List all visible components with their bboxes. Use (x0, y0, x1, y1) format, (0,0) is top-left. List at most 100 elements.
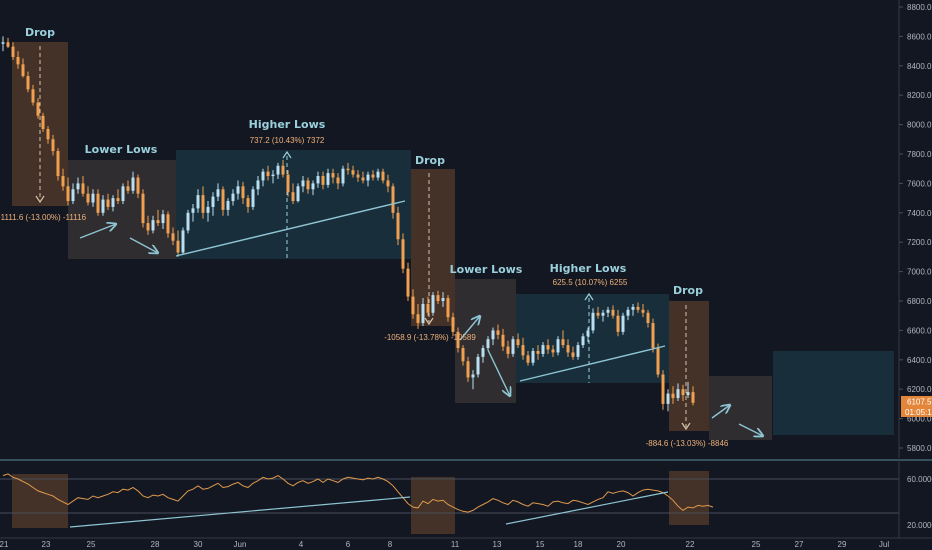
candle-body (626, 309, 630, 316)
candle (446, 295, 450, 322)
candle (506, 340, 510, 359)
candle (56, 148, 60, 181)
candle-body (206, 206, 210, 213)
rsi-trendline-1 (69, 496, 411, 528)
candle-body (61, 176, 65, 187)
candle-body (646, 312, 650, 324)
candle-body (386, 180, 390, 187)
price-axis-ticks: 8800.0 8600.0 8400.0 8200.0 8000.0 7800.0 7600… (899, 3, 932, 453)
candle-body (286, 174, 290, 193)
candle (181, 227, 185, 254)
candle-body (191, 208, 195, 213)
candle (191, 203, 195, 222)
candle (456, 327, 460, 353)
price-tick-label: 8200.0 (907, 91, 932, 100)
candle-body (391, 186, 395, 213)
price-axis[interactable]: 8800.0 8600.0 8400.0 8200.0 8000.0 7800.0 7600… (898, 0, 932, 458)
annotation-boxes (12, 42, 894, 440)
candle (131, 171, 135, 194)
candle (356, 170, 360, 182)
measure-lines (39, 46, 687, 427)
candle (281, 159, 285, 178)
candle (556, 336, 560, 356)
candle (26, 71, 30, 93)
candle-body (46, 129, 50, 140)
drop3-title: Drop (673, 284, 703, 297)
candle (286, 170, 290, 197)
candle-body (341, 168, 345, 184)
candle (416, 303, 420, 329)
candle-body (691, 392, 695, 403)
candle-body (91, 193, 95, 203)
candle (546, 339, 550, 354)
lower-lows2-arrow-b (487, 349, 510, 396)
candle (256, 176, 260, 196)
price-tick-label: 6800.0 (907, 297, 932, 306)
candle (641, 303, 645, 318)
rsi-pane: 60.0000 20.0000 (0, 460, 932, 538)
date-axis[interactable]: 21 23 25 28 30 Jun 4 6 8 11 13 15 18 20 22 25 27 29 Jul (0, 537, 932, 549)
candle (61, 168, 65, 191)
candle (611, 305, 615, 319)
candle-body (16, 56, 20, 65)
candle (451, 312, 455, 337)
candle (466, 356, 470, 382)
candle-body (336, 177, 340, 184)
candle (106, 193, 110, 210)
candle (526, 350, 530, 366)
candle (501, 328, 505, 351)
candle-body (496, 330, 500, 335)
candles (1, 36, 695, 412)
candle (296, 183, 300, 203)
candle (516, 333, 520, 349)
candle (421, 298, 425, 326)
candle-body (501, 334, 505, 347)
candle-body (396, 212, 400, 240)
candle-body (276, 165, 280, 175)
candle-body (296, 186, 300, 202)
candle (376, 168, 380, 181)
candle-body (151, 220, 155, 231)
candle (481, 345, 485, 363)
candle (426, 296, 430, 316)
candle (536, 345, 540, 360)
candle-body (561, 339, 565, 346)
candle-body (491, 330, 495, 340)
higher-lows2-measure: 625.5 (10.07%) 6255 (553, 278, 628, 287)
candle (231, 189, 235, 206)
candle-body (6, 42, 10, 47)
candle (626, 306, 630, 321)
candle-body (76, 183, 80, 190)
candle (471, 370, 475, 390)
lower-lows1-arrow-b (129, 237, 158, 253)
candle (271, 170, 275, 184)
candle (266, 165, 270, 181)
candle-body (126, 186, 130, 191)
candle (411, 289, 415, 319)
candle-body (576, 345, 580, 357)
higher-lows1-trendline (175, 200, 406, 257)
candle-body (581, 336, 585, 346)
candle (321, 171, 325, 190)
candle-body (136, 177, 140, 194)
price-tick-label: 8400.0 (907, 62, 932, 71)
price-tick-label: 7800.0 (907, 150, 932, 159)
candle (461, 345, 465, 366)
candle-body (116, 198, 120, 202)
candle (476, 353, 480, 378)
lower-lows-box-2 (455, 279, 516, 403)
candle-body (101, 199, 105, 213)
candle (686, 381, 690, 399)
candle (371, 170, 375, 181)
date-tick-label: 13 (493, 540, 502, 549)
candle-body (446, 298, 450, 318)
candle (11, 42, 15, 60)
candle-body (301, 180, 305, 187)
candle (521, 337, 525, 360)
candle-body (216, 189, 220, 197)
candle (216, 183, 220, 202)
candle-body (81, 183, 85, 194)
candle-body (326, 173, 330, 185)
date-tick-label: 20 (617, 540, 626, 549)
candle-body (406, 268, 410, 297)
